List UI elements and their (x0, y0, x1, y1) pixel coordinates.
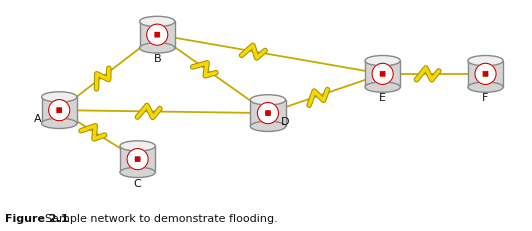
Ellipse shape (251, 95, 286, 105)
Circle shape (372, 63, 393, 85)
Circle shape (257, 103, 279, 124)
Ellipse shape (251, 121, 286, 131)
Ellipse shape (120, 167, 155, 177)
Ellipse shape (41, 92, 77, 102)
FancyBboxPatch shape (41, 97, 77, 123)
Ellipse shape (139, 43, 175, 53)
Circle shape (475, 63, 496, 85)
Text: Sample network to demonstrate flooding.: Sample network to demonstrate flooding. (45, 214, 278, 224)
FancyBboxPatch shape (365, 61, 400, 87)
FancyBboxPatch shape (139, 21, 175, 48)
Circle shape (147, 24, 168, 45)
Text: Figure 2.1: Figure 2.1 (5, 214, 69, 224)
Text: A: A (34, 114, 41, 124)
Text: D: D (281, 117, 290, 127)
Ellipse shape (365, 55, 400, 66)
Text: E: E (379, 94, 386, 103)
Circle shape (48, 100, 70, 121)
Ellipse shape (120, 141, 155, 151)
Text: F: F (483, 94, 489, 103)
FancyBboxPatch shape (120, 146, 155, 172)
Ellipse shape (139, 16, 175, 27)
Ellipse shape (41, 118, 77, 128)
Ellipse shape (365, 82, 400, 92)
Text: B: B (153, 54, 161, 64)
Circle shape (127, 149, 148, 170)
Text: C: C (134, 179, 142, 189)
Ellipse shape (468, 55, 503, 66)
Ellipse shape (468, 82, 503, 92)
FancyBboxPatch shape (468, 61, 503, 87)
FancyBboxPatch shape (251, 100, 286, 126)
